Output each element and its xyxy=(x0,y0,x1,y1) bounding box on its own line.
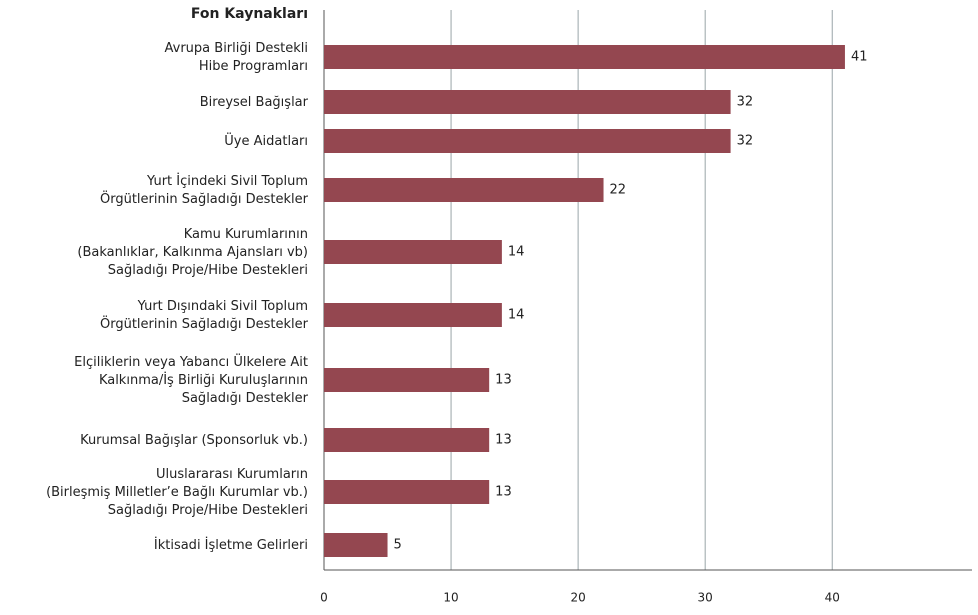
y-tick-label: Bireysel Bağışlar xyxy=(200,95,309,110)
bar xyxy=(324,45,845,69)
bar xyxy=(324,178,604,202)
label-line: Kamu Kurumlarının xyxy=(184,227,308,242)
y-tick-label: Elçiliklerin veya Yabancı Ülkelere Ait Ka… xyxy=(74,353,308,406)
y-tick-label: Yurt Dışındaki Sivil Toplum Örgütlerinin … xyxy=(100,299,309,332)
bar xyxy=(324,533,388,557)
bar xyxy=(324,303,502,327)
value-label: 14 xyxy=(508,245,525,260)
value-label: 5 xyxy=(394,538,402,553)
x-tick-label: 30 xyxy=(698,591,713,605)
label-line: Hibe Programları xyxy=(199,59,308,74)
bar xyxy=(324,428,490,452)
label-line: Örgütlerinin Sağladığı Destekler xyxy=(100,315,309,332)
x-tick-label: 10 xyxy=(443,591,458,605)
label-line: Sağladığı Destekler xyxy=(182,391,309,406)
label-line: (Birleşmiş Milletler’e Bağlı Kurumlar vb… xyxy=(46,485,308,500)
chart-title: Fon Kaynakları xyxy=(191,6,308,22)
label-line: Avrupa Birliği Destekli xyxy=(165,41,308,56)
label-line: Elçiliklerin veya Yabancı Ülkelere Ait xyxy=(74,353,308,370)
label-line: Yurt İçindeki Sivil Toplum xyxy=(146,173,308,189)
y-tick-label: Uluslararası Kurumların (Birleşmiş Millet… xyxy=(46,467,308,518)
label-line: Yurt Dışındaki Sivil Toplum xyxy=(137,299,308,314)
y-tick-label: Yurt İçindeki Sivil Toplum Örgütlerinin S… xyxy=(100,173,309,207)
value-label: 13 xyxy=(495,433,512,448)
bar xyxy=(324,480,490,504)
label-line: (Bakanlıklar, Kalkınma Ajansları vb) xyxy=(77,245,308,260)
value-label: 41 xyxy=(851,50,868,65)
label-line: Örgütlerinin Sağladığı Destekler xyxy=(100,190,309,207)
value-label: 13 xyxy=(495,373,512,388)
value-label: 32 xyxy=(737,95,754,110)
y-tick-label: Avrupa Birliği Destekli Hibe Programları xyxy=(165,41,308,74)
label-line: İktisadi İşletme Gelirleri xyxy=(154,537,308,553)
y-tick-label: İktisadi İşletme Gelirleri xyxy=(154,537,308,553)
x-tick-label: 40 xyxy=(825,591,840,605)
value-label: 14 xyxy=(508,308,525,323)
label-line: Sağladığı Proje/Hibe Destekleri xyxy=(108,263,308,278)
bar xyxy=(324,368,490,392)
y-tick-label: Kurumsal Bağışlar (Sponsorluk vb.) xyxy=(80,433,308,448)
value-label: 32 xyxy=(737,134,754,149)
y-tick-label: Kamu Kurumlarının (Bakanlıklar, Kalkınma … xyxy=(77,227,308,278)
label-line: Bireysel Bağışlar xyxy=(200,95,309,110)
x-tick-label: 20 xyxy=(570,591,585,605)
x-tick-label: 0 xyxy=(320,591,328,605)
label-line: Üye Aidatları xyxy=(224,132,308,149)
bar xyxy=(324,240,502,264)
label-line: Sağladığı Proje/Hibe Destekleri xyxy=(108,503,308,518)
label-line: Uluslararası Kurumların xyxy=(156,467,308,482)
bar xyxy=(324,90,731,114)
label-line: Kurumsal Bağışlar (Sponsorluk vb.) xyxy=(80,433,308,448)
value-label: 22 xyxy=(610,183,627,198)
value-label: 13 xyxy=(495,485,512,500)
y-tick-label: Üye Aidatları xyxy=(224,132,308,149)
bar xyxy=(324,129,731,153)
label-line: Kalkınma/İş Birliği Kuruluşlarının xyxy=(99,372,308,388)
